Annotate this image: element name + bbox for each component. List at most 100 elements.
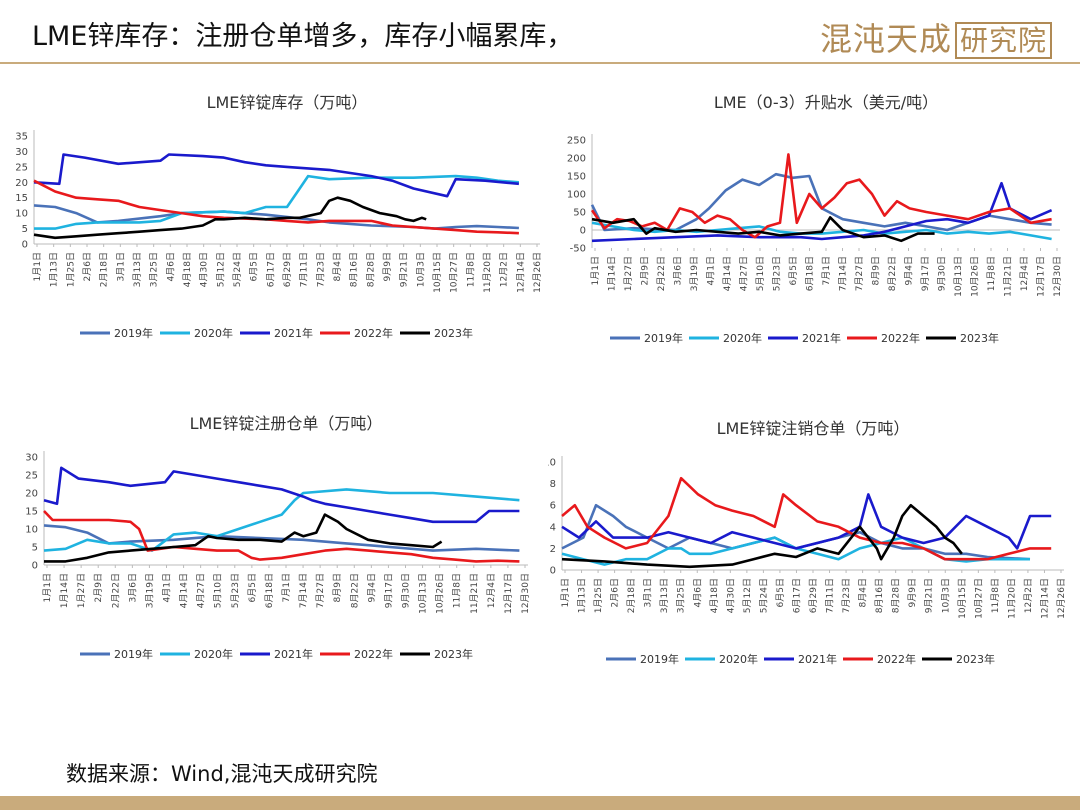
x-tick-label: 9月21日 — [399, 252, 410, 287]
x-tick-label: 3月1日 — [643, 578, 654, 607]
legend-label-2023: 2023年 — [956, 652, 995, 666]
y-tick-label: 5 — [32, 543, 38, 554]
x-tick-label: 9月9日 — [907, 578, 918, 607]
legend-label-2020: 2020年 — [719, 652, 758, 666]
legend-label-2022: 2022年 — [881, 331, 920, 345]
y-tick-label: 150 — [567, 172, 586, 183]
x-tick-label: 4月1日 — [162, 573, 173, 602]
x-tick-label: 4月18日 — [182, 252, 193, 287]
x-tick-label: 4月14日 — [722, 256, 733, 291]
x-tick-label: 7月23日 — [841, 578, 852, 613]
x-tick-label: 4月27日 — [739, 256, 750, 291]
series-line-2021 — [33, 153, 520, 198]
data-source: 数据来源：Wind,混沌天成研究院 — [66, 762, 378, 786]
x-tick-label: 10月13日 — [953, 256, 964, 297]
chart-title: LME锌锭注册仓单（万吨） — [190, 414, 383, 433]
series-line-2021 — [591, 181, 1053, 243]
x-tick-label: 6月5日 — [788, 256, 799, 285]
series-line-2023 — [561, 503, 963, 569]
legend-label-2019: 2019年 — [114, 647, 153, 661]
x-tick-label: 10月3日 — [415, 252, 426, 287]
x-tick-label: 6月29日 — [808, 578, 819, 613]
x-tick-label: 8月4日 — [858, 578, 869, 607]
x-tick-label: 3月25日 — [149, 252, 160, 287]
x-tick-label: 7月14日 — [838, 256, 849, 291]
chart-cancelled: LME锌锭注销仓单（万吨） 0 2 4 6 8 10 1月1日 1月13日 1月25日 2月6日 2月… — [548, 419, 1067, 666]
y-tick-label: 30 — [25, 453, 38, 464]
chart-stock: LME锌锭库存（万吨） 0 5 10 15 20 25 30 35 1月1日 1月13日 1月25日 2… — [15, 93, 543, 340]
x-tick-label: 12月4日 — [1019, 256, 1030, 291]
x-tick-label: 5月24日 — [232, 252, 243, 287]
x-tick-label: 8月28日 — [365, 252, 376, 287]
x-tick-label: 5月12日 — [742, 578, 753, 613]
x-tick-label: 2月6日 — [82, 252, 93, 281]
x-tick-label: 6月17日 — [791, 578, 802, 613]
x-tick-label: 3月19日 — [689, 256, 700, 291]
x-tick-label: 6月18日 — [264, 573, 275, 608]
legend-label-2023: 2023年 — [960, 331, 999, 345]
series-line-2021 — [43, 466, 520, 524]
series-line-2020 — [34, 174, 519, 230]
x-tick-label: 10月26日 — [970, 256, 981, 297]
series-line-2021 — [561, 493, 1052, 550]
chart-spread: LME（0-3）升贴水（美元/吨） -50 0 50 100 150 200 250 1月1日 1… — [567, 93, 1063, 345]
legend-label-2022: 2022年 — [354, 326, 393, 340]
x-tick-label: 9月17日 — [383, 573, 394, 608]
legend-label-2020: 2020年 — [194, 647, 233, 661]
y-tick-label: 4 — [550, 522, 556, 533]
x-tick-label: 12月17日 — [503, 573, 514, 614]
x-tick-label: 10月26日 — [435, 573, 446, 614]
x-tick-label: 2月6日 — [610, 578, 621, 607]
x-tick-label: 7月27日 — [315, 573, 326, 608]
y-tick-label: 0 — [550, 566, 556, 577]
x-tick-label: 1月14日 — [607, 256, 618, 291]
x-tick-label: 1月27日 — [76, 573, 87, 608]
y-tick-label: 25 — [15, 162, 28, 173]
y-tick-label: 30 — [15, 147, 28, 158]
brand-logo: 混沌天成 研究院 — [820, 14, 1052, 60]
x-tick-label: 9月17日 — [920, 256, 931, 291]
y-tick-label: 15 — [15, 193, 28, 204]
y-tick-label: 50 — [573, 208, 586, 219]
x-tick-label: 2月18日 — [99, 252, 110, 287]
x-tick-label: 12月26日 — [1056, 578, 1067, 619]
x-tick-label: 8月16日 — [874, 578, 885, 613]
x-tick-label: 4月30日 — [725, 578, 736, 613]
x-tick-label: 1月1日 — [42, 573, 53, 602]
x-tick-label: 4月1日 — [706, 256, 717, 285]
x-tick-label: 8月9日 — [871, 256, 882, 285]
x-tick-label: 5月10日 — [213, 573, 224, 608]
legend-label-2020: 2020年 — [194, 326, 233, 340]
y-tick-label: 2 — [550, 544, 556, 555]
x-tick-label: 3月1日 — [115, 252, 126, 281]
x-tick-label: 8月4日 — [332, 252, 343, 281]
x-tick-label: 11月8日 — [465, 252, 476, 287]
x-tick-label: 10月3日 — [940, 578, 951, 613]
legend-label-2021: 2021年 — [798, 652, 837, 666]
y-tick-label: 10 — [25, 525, 38, 536]
x-tick-label: 12月14日 — [515, 252, 526, 293]
x-tick-label: 1月14日 — [59, 573, 70, 608]
page-title: LME锌库存：注册仓单增多，库存小幅累库， — [32, 21, 574, 52]
x-tick-label: 11月20日 — [1006, 578, 1017, 619]
series-line-2019 — [590, 172, 1052, 232]
chart-panel-cancelled: LME锌锭注销仓单（万吨） 0 2 4 6 8 10 1月1日 1月13日 1月25日 2月6日 2月… — [548, 410, 1068, 690]
legend-label-2021: 2021年 — [802, 331, 841, 345]
x-tick-label: 12月17日 — [1036, 256, 1047, 297]
x-tick-label: 5月24日 — [758, 578, 769, 613]
chart-registered: LME锌锭注册仓单（万吨） 0 5 10 15 20 25 30 1月1日 1月14日 1月27日 2… — [25, 414, 531, 661]
chart-panel-stock: LME锌锭库存（万吨） 0 5 10 15 20 25 30 35 1月1日 1月13日 1月25日 2… — [8, 80, 548, 355]
legend-label-2022: 2022年 — [877, 652, 916, 666]
y-tick-label: 250 — [567, 136, 586, 147]
y-tick-label: 10 — [548, 458, 556, 469]
series-line-2022 — [43, 510, 520, 563]
x-tick-label: 8月9日 — [332, 573, 343, 602]
header-divider — [0, 62, 1080, 64]
legend-label-2019: 2019年 — [640, 652, 679, 666]
x-tick-label: 9月30日 — [401, 573, 412, 608]
x-tick-label: 9月4日 — [366, 573, 377, 602]
legend-label-2020: 2020年 — [723, 331, 762, 345]
y-tick-label: 35 — [15, 132, 28, 143]
x-tick-label: 9月9日 — [382, 252, 393, 281]
x-tick-label: 1月1日 — [560, 578, 571, 607]
